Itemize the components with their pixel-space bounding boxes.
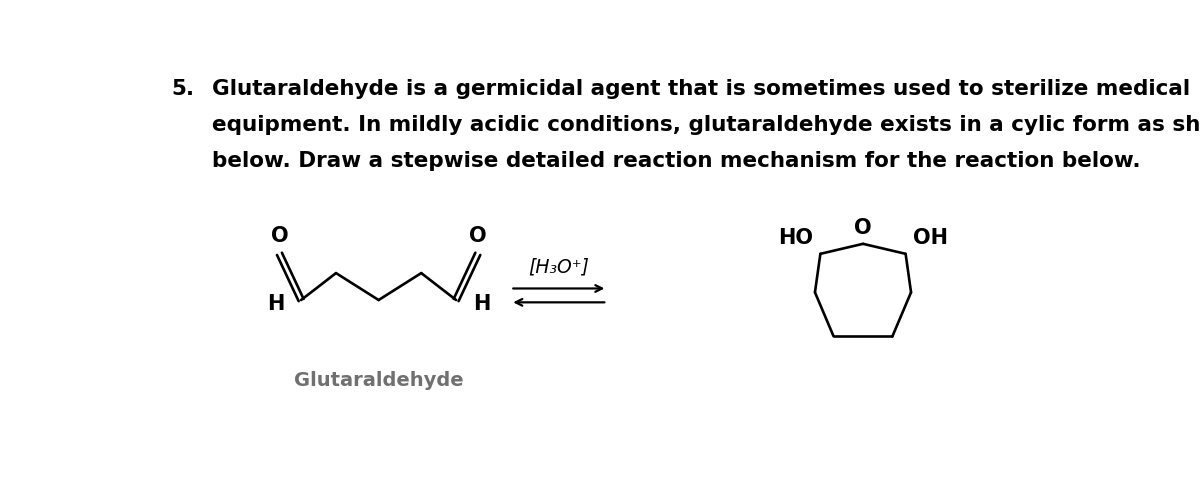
Text: HO: HO [778, 228, 812, 248]
Text: H: H [266, 294, 284, 314]
Text: below. Draw a stepwise detailed reaction mechanism for the reaction below.: below. Draw a stepwise detailed reaction… [212, 151, 1141, 171]
Text: H: H [473, 294, 491, 314]
Text: equipment. In mildly acidic conditions, glutaraldehyde exists in a cylic form as: equipment. In mildly acidic conditions, … [212, 115, 1200, 135]
Text: O: O [271, 226, 288, 246]
Text: [H₃O⁺]: [H₃O⁺] [528, 258, 589, 277]
Text: OH: OH [913, 228, 948, 248]
Text: Glutaraldehyde: Glutaraldehyde [294, 371, 463, 390]
Text: O: O [854, 217, 872, 238]
Text: O: O [469, 226, 487, 246]
Text: 5.: 5. [172, 79, 194, 99]
Text: Glutaraldehyde is a germicidal agent that is sometimes used to sterilize medical: Glutaraldehyde is a germicidal agent tha… [212, 79, 1190, 99]
